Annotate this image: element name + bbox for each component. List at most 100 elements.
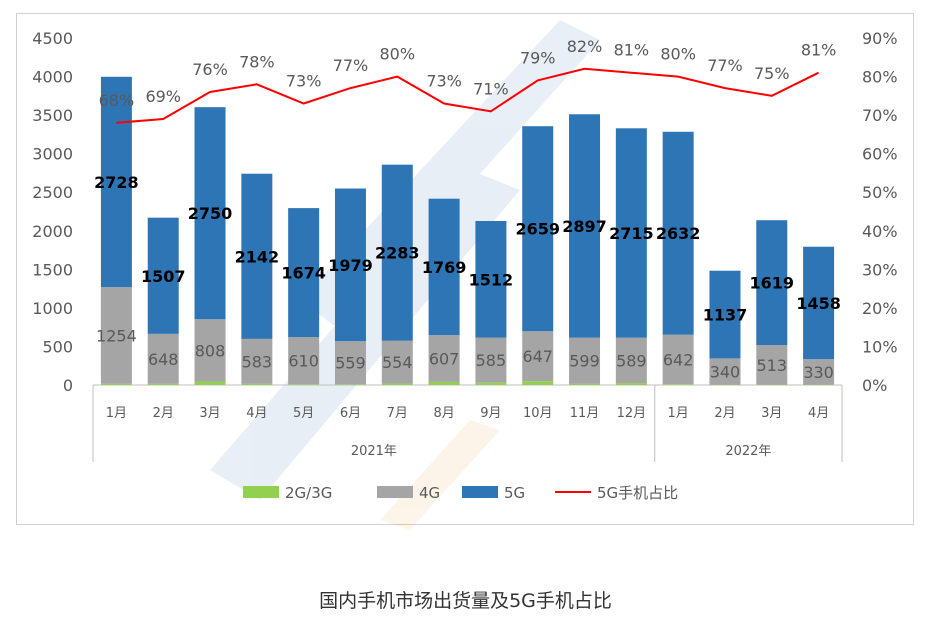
data-label-5g-share: 68% [99,91,135,110]
bar-2g-3g [522,381,554,385]
left-axis-tick-label: 4000 [32,68,73,87]
data-label-5g-share: 80% [660,45,696,64]
category-label: 6月 [340,406,361,421]
data-label-5g-share: 77% [333,56,369,75]
bar-5g [709,270,741,359]
right-axis-tick-label: 70% [862,106,898,125]
year-group-label: 2021年 [351,444,397,459]
bar-2g-3g [100,383,132,385]
category-label: 2月 [714,406,735,421]
category-label: 8月 [433,406,454,421]
left-axis-tick-label: 4500 [32,29,73,48]
data-label-5g: 2632 [656,224,701,243]
left-axis-tick-label: 0 [63,376,73,395]
bar-2g-3g [381,383,413,385]
bar-2g-3g [194,381,226,385]
category-label: 1月 [106,406,127,421]
data-label-5g-share: 69% [145,87,181,106]
legend-swatch [462,486,498,498]
bar-5g [194,107,226,320]
data-label-5g-share: 78% [239,52,275,71]
bar-2g-3g [662,384,694,385]
bar-2g-3g [288,384,320,385]
data-label-5g: 1512 [469,270,514,289]
category-label: 4月 [246,406,267,421]
data-label-5g: 2659 [515,220,560,239]
category-label: 7月 [387,406,408,421]
left-axis-tick-label: 3500 [32,106,73,125]
axes-layer: 0 500 1000 1500 2000 2500 3000 3500 4000 4500 0% 10… [32,29,898,462]
bar-5g [381,164,413,341]
data-label-4g: 589 [616,351,647,370]
data-label-5g-share: 81% [801,41,837,60]
data-label-4g: 554 [382,353,413,372]
data-label-5g: 1619 [750,274,795,293]
bar-5g [522,126,554,332]
category-label: 11月 [570,406,600,421]
bar-5g [803,246,835,360]
bar-4g [381,340,413,384]
bar-5g [147,217,179,334]
data-label-4g: 340 [710,363,741,382]
data-label-4g: 330 [803,363,834,382]
data-label-5g-share: 76% [192,60,228,79]
data-label-4g: 599 [569,352,600,371]
left-axis-tick-label: 2500 [32,183,73,202]
data-label-5g: 1458 [796,294,841,313]
category-label: 5月 [293,406,314,421]
data-label-5g: 1769 [422,258,467,277]
data-label-4g: 642 [663,350,694,369]
category-label: 3月 [199,406,220,421]
bar-5g [475,220,507,338]
right-axis-tick-label: 60% [862,145,898,164]
data-label-5g: 1674 [281,264,326,283]
bar-5g [615,128,647,338]
data-label-5g: 2715 [609,224,654,243]
category-label: 12月 [617,406,647,421]
chart-caption: 国内手机市场出货量及5G手机占比 [319,590,612,612]
bar-4g [522,331,554,382]
data-label-5g-share: 80% [380,45,416,64]
legend-layer: 2G/3G 4G 5G 5G手机占比 [243,484,678,502]
line-layer: 68% 69% 76% 78% 73% 77% 80% 73% 71% 79% 82% 81% 80% 7… [99,37,837,124]
bar-5g [662,131,694,335]
bar-4g [100,287,132,384]
category-label: 4月 [808,406,829,421]
bar-4g [194,319,226,382]
data-label-5g: 1979 [328,256,373,275]
legend-label: 4G [419,484,440,502]
data-label-5g-share: 73% [286,72,322,91]
data-label-5g: 2750 [188,204,233,223]
legend-label: 2G/3G [285,484,332,502]
labels-layer: 1254 2728 648 1507 808 2750 583 2142 610 1674 559 1… [94,173,841,382]
bar-5g [288,208,320,338]
bar-4g [147,333,179,384]
left-axis-tick-label: 500 [42,337,73,356]
bar-5g [569,114,601,338]
category-label: 9月 [480,406,501,421]
data-label-4g: 1254 [96,326,137,345]
legend-label: 5G [504,484,525,502]
right-axis-tick-label: 40% [862,222,898,241]
bar-4g [334,341,366,385]
bar-4g [569,337,601,384]
left-axis-tick-label: 3000 [32,145,73,164]
data-label-5g-share: 71% [473,79,509,98]
data-label-4g: 648 [148,350,179,369]
bar-4g [756,345,788,385]
right-axis-tick-label: 10% [862,337,898,356]
bar-4g [709,358,741,385]
data-label-5g: 2897 [562,217,607,236]
bar-5g [428,198,460,336]
bar-4g [615,337,647,384]
right-axis-tick-label: 0% [862,376,887,395]
bar-4g [475,337,507,383]
data-label-5g-share: 82% [567,37,603,56]
bar-5g [100,76,132,288]
category-label: 10月 [523,406,553,421]
data-label-4g: 808 [195,341,226,360]
data-label-5g: 2142 [235,247,280,266]
left-axis-tick-label: 1000 [32,299,73,318]
right-axis-tick-label: 30% [862,260,898,279]
category-label: 2月 [153,406,174,421]
